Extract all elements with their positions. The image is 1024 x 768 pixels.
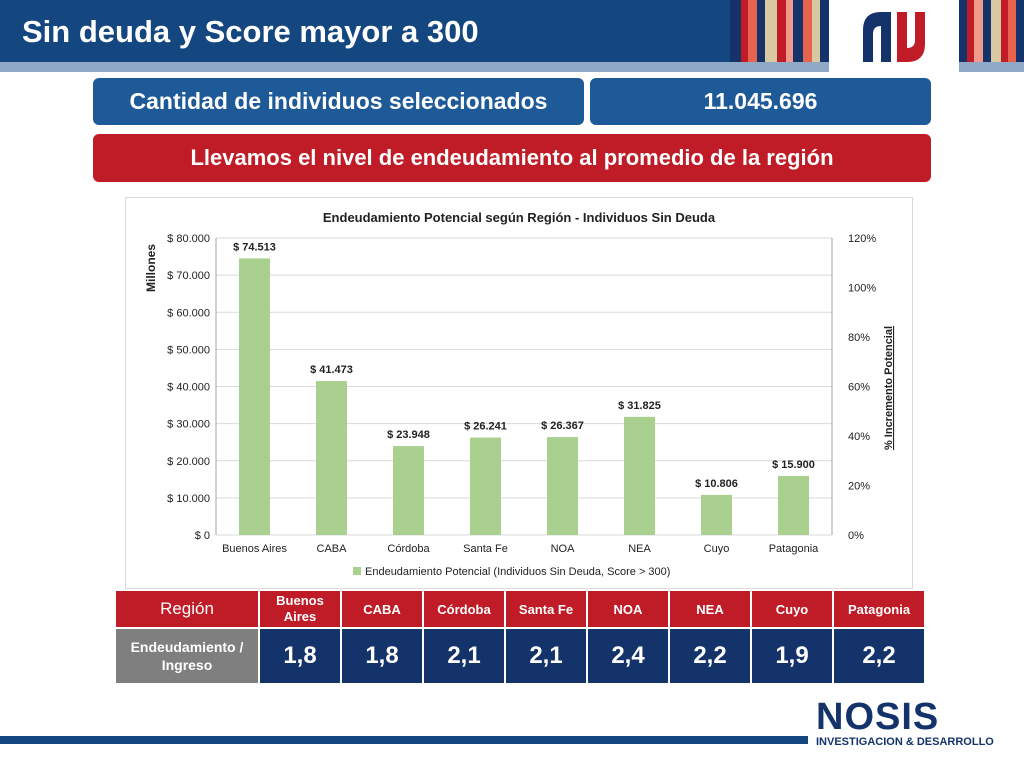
table-header-cell: Córdoba bbox=[424, 591, 504, 627]
y2-tick-label: 60% bbox=[848, 382, 870, 394]
y2-axis-label: % Incremento Potencial bbox=[883, 326, 895, 450]
table-header-cell: NOA bbox=[588, 591, 668, 627]
table-cell: 2,4 bbox=[588, 627, 668, 683]
bar bbox=[239, 258, 270, 535]
bar-value-label: $ 15.900 bbox=[772, 459, 815, 471]
y-axis-label: Millones bbox=[144, 244, 158, 292]
x-tick-label: Patagonia bbox=[769, 543, 819, 555]
page-title: Sin deuda y Score mayor a 300 bbox=[22, 14, 479, 49]
y2-axis-ticks: 0% 20% 40% 60% 80% 100% 120% bbox=[848, 233, 876, 542]
x-tick-label: Cuyo bbox=[704, 543, 730, 555]
table-cell: 2,2 bbox=[670, 627, 750, 683]
legend-label: Endeudamiento Potencial (Individuos Sin … bbox=[365, 566, 670, 578]
table-cell: 1,8 bbox=[260, 627, 340, 683]
y2-tick-label: 40% bbox=[848, 431, 870, 443]
y-tick-label: $ 30.000 bbox=[167, 419, 210, 431]
bar-value-label: $ 41.473 bbox=[310, 364, 353, 376]
y-tick-label: $ 70.000 bbox=[167, 270, 210, 282]
y2-tick-label: 0% bbox=[848, 530, 864, 542]
bar bbox=[778, 475, 809, 535]
x-tick-label: Buenos Aires bbox=[222, 543, 287, 555]
table-cell: 1,8 bbox=[342, 627, 422, 683]
headline-message: Llevamos el nivel de endeudamiento al pr… bbox=[93, 134, 931, 182]
y-tick-label: $ 20.000 bbox=[167, 456, 210, 468]
nosis-logo: NOSIS INVESTIGACION & DESARROLLO bbox=[816, 696, 994, 748]
bar bbox=[624, 416, 655, 535]
bar-value-label: $ 26.367 bbox=[541, 420, 584, 432]
debt-chart: Endeudamiento Potencial según Región - I… bbox=[144, 210, 895, 578]
nosis-wordmark: NOSIS bbox=[816, 696, 940, 738]
chart-frame: Endeudamiento Potencial según Región - I… bbox=[125, 197, 913, 589]
decorative-stripes-left bbox=[730, 0, 829, 62]
table-cell: 2,1 bbox=[424, 627, 504, 683]
brand-logo-box bbox=[829, 0, 959, 72]
bar-value-label: $ 31.825 bbox=[618, 400, 661, 412]
table-row-label: Endeudamiento / Ingreso bbox=[116, 627, 258, 683]
table-cell: 2,2 bbox=[834, 627, 924, 683]
x-tick-label: NEA bbox=[628, 543, 651, 555]
table-row: Endeudamiento / Ingreso 1,8 1,8 2,1 2,1 … bbox=[116, 627, 924, 683]
table-cell: 2,1 bbox=[506, 627, 586, 683]
table-header-cell: NEA bbox=[670, 591, 750, 627]
x-tick-label: Santa Fe bbox=[463, 543, 508, 555]
table-header-cell: Buenos Aires bbox=[260, 591, 340, 627]
x-tick-label: Córdoba bbox=[387, 543, 430, 555]
decorative-stripes-right bbox=[959, 0, 1024, 62]
table-header-region: Región bbox=[116, 591, 258, 627]
y2-tick-label: 120% bbox=[848, 233, 876, 245]
bar-value-label: $ 23.948 bbox=[387, 429, 430, 441]
y2-tick-label: 80% bbox=[848, 332, 870, 344]
bar bbox=[316, 381, 347, 535]
table-header-cell: Santa Fe bbox=[506, 591, 586, 627]
bar bbox=[701, 494, 732, 535]
chart-bars: $ 74.513 $ 41.473 $ 23.948 $ 26.241 $ 26.367… bbox=[233, 241, 815, 535]
footer-bar bbox=[0, 736, 808, 744]
header-bar bbox=[0, 0, 730, 62]
bar bbox=[547, 437, 578, 535]
chart-title: Endeudamiento Potencial según Región - I… bbox=[323, 210, 716, 225]
chart-grid bbox=[215, 237, 833, 536]
table-cell: 1,9 bbox=[752, 627, 832, 683]
bar-value-label: $ 26.241 bbox=[464, 421, 507, 433]
bar-value-label: $ 10.806 bbox=[695, 478, 738, 490]
x-tick-label: CABA bbox=[317, 543, 348, 555]
nosis-tagline: INVESTIGACION & DESARROLLO bbox=[816, 736, 994, 748]
table-header-row: Región Buenos Aires CABA Córdoba Santa F… bbox=[116, 591, 924, 627]
y-tick-label: $ 60.000 bbox=[167, 307, 210, 319]
y-axis-ticks: $ 0 $ 10.000 $ 20.000 $ 30.000 $ 40.000 $ 50.… bbox=[167, 233, 210, 542]
y-tick-label: $ 80.000 bbox=[167, 233, 210, 245]
selected-count-value: 11.045.696 bbox=[590, 78, 931, 125]
y-tick-label: $ 10.000 bbox=[167, 493, 210, 505]
table-header-cell: CABA bbox=[342, 591, 422, 627]
table-header-cell: Cuyo bbox=[752, 591, 832, 627]
y2-tick-label: 20% bbox=[848, 481, 870, 493]
region-ratio-table: Región Buenos Aires CABA Córdoba Santa F… bbox=[114, 591, 926, 683]
bar bbox=[393, 446, 424, 535]
legend-swatch bbox=[353, 567, 361, 575]
header: Sin deuda y Score mayor a 300 bbox=[0, 0, 1024, 72]
y-tick-label: $ 50.000 bbox=[167, 344, 210, 356]
bar bbox=[470, 437, 501, 535]
x-tick-label: NOA bbox=[551, 543, 576, 555]
y2-tick-label: 100% bbox=[848, 283, 876, 295]
brand-logo-icon bbox=[863, 12, 925, 62]
bar-value-label: $ 74.513 bbox=[233, 241, 276, 253]
selected-count-label: Cantidad de individuos seleccionados bbox=[93, 78, 584, 125]
chart-legend: Endeudamiento Potencial (Individuos Sin … bbox=[353, 566, 670, 578]
x-axis-ticks: Buenos Aires CABA Córdoba Santa Fe NOA NEA Cuy… bbox=[222, 543, 819, 555]
y-tick-label: $ 40.000 bbox=[167, 382, 210, 394]
y-tick-label: $ 0 bbox=[195, 530, 210, 542]
header-underline bbox=[0, 62, 1024, 72]
table-header-cell: Patagonia bbox=[834, 591, 924, 627]
